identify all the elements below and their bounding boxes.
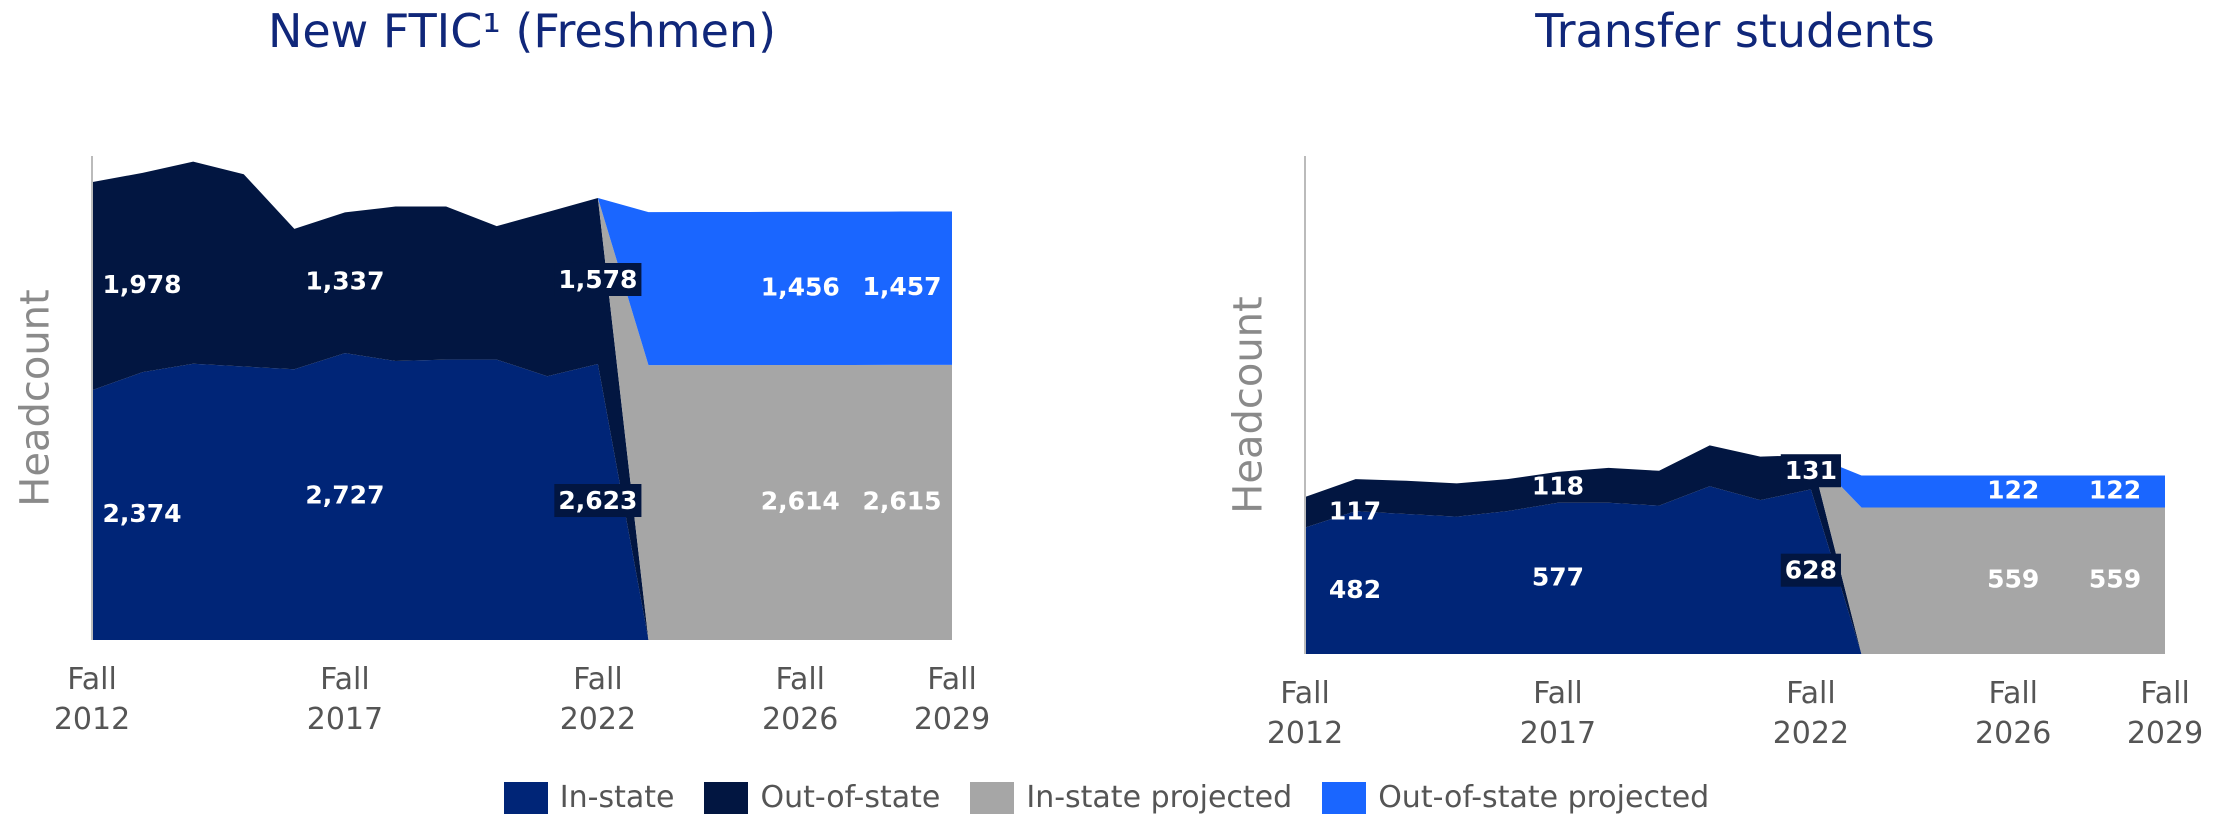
x-tick-label: Fall 2026 (1975, 676, 2052, 751)
area (1305, 486, 1862, 654)
chart-title: New FTIC¹ (Freshmen) (267, 4, 777, 58)
data-label-box (554, 484, 642, 518)
chart-title: Transfer students (1535, 4, 1935, 58)
legend-swatch (1322, 781, 1367, 814)
data-label: 117 (1329, 496, 1381, 525)
data-label: 1,978 (102, 270, 181, 299)
data-label: 1,578 (558, 265, 637, 294)
area (92, 353, 649, 640)
legend-label: In-state projected (1026, 780, 1293, 815)
legend-swatch (970, 781, 1015, 814)
legend-item: Out-of-state (704, 780, 940, 815)
data-label: 2,727 (305, 481, 384, 510)
legend-label: In-state (559, 780, 675, 815)
data-label: 131 (1785, 456, 1837, 485)
data-label: 122 (1987, 475, 2039, 504)
x-tick-label: Fall 2029 (2126, 676, 2204, 751)
legend-item: In-state projected (970, 780, 1292, 815)
area (92, 161, 649, 640)
data-label: 2,623 (558, 486, 637, 515)
data-label-box (1780, 454, 1841, 488)
legend-swatch (503, 781, 548, 814)
area (597, 197, 952, 366)
y-axis-label: Headcount (12, 289, 59, 507)
x-tick-label: Fall 2012 (1266, 676, 1344, 751)
x-tick-label: Fall 2017 (306, 662, 384, 737)
legend-swatch (704, 781, 749, 814)
data-label: 118 (1532, 471, 1584, 500)
area (597, 197, 952, 640)
data-label: 1,456 (761, 272, 840, 301)
legend-label: Out-of-state projected (1378, 780, 1710, 815)
x-tick-label: Fall 2022 (1772, 676, 1850, 751)
x-tick-label: Fall 2029 (913, 662, 991, 737)
area (1810, 455, 2165, 508)
x-tick-label: Fall 2012 (53, 662, 131, 737)
data-label: 122 (2089, 475, 2141, 504)
data-label-box (554, 262, 642, 296)
data-label: 1,337 (305, 267, 384, 296)
data-label: 482 (1329, 575, 1381, 604)
data-label: 577 (1532, 562, 1584, 591)
x-tick-label: Fall 2022 (559, 662, 637, 737)
area (1305, 445, 1862, 654)
data-label: 2,615 (862, 486, 941, 515)
data-label: 2,374 (102, 499, 181, 528)
y-axis-label: Headcount (1225, 296, 1272, 514)
data-label: 559 (1987, 565, 2039, 594)
data-label: 1,457 (862, 272, 941, 301)
legend-item: In-state (503, 780, 675, 815)
x-tick-label: Fall 2026 (762, 662, 839, 737)
legend: In-state Out-of-state In-state projected Ou… (0, 780, 2213, 815)
x-tick-label: Fall 2017 (1519, 676, 1597, 751)
data-label: 2,614 (761, 486, 840, 515)
data-label: 559 (2089, 565, 2141, 594)
area (1810, 455, 2165, 654)
data-label: 628 (1785, 556, 1837, 585)
legend-item: Out-of-state projected (1322, 780, 1709, 815)
legend-label: Out-of-state (760, 780, 941, 815)
data-label-box (1780, 553, 1841, 587)
